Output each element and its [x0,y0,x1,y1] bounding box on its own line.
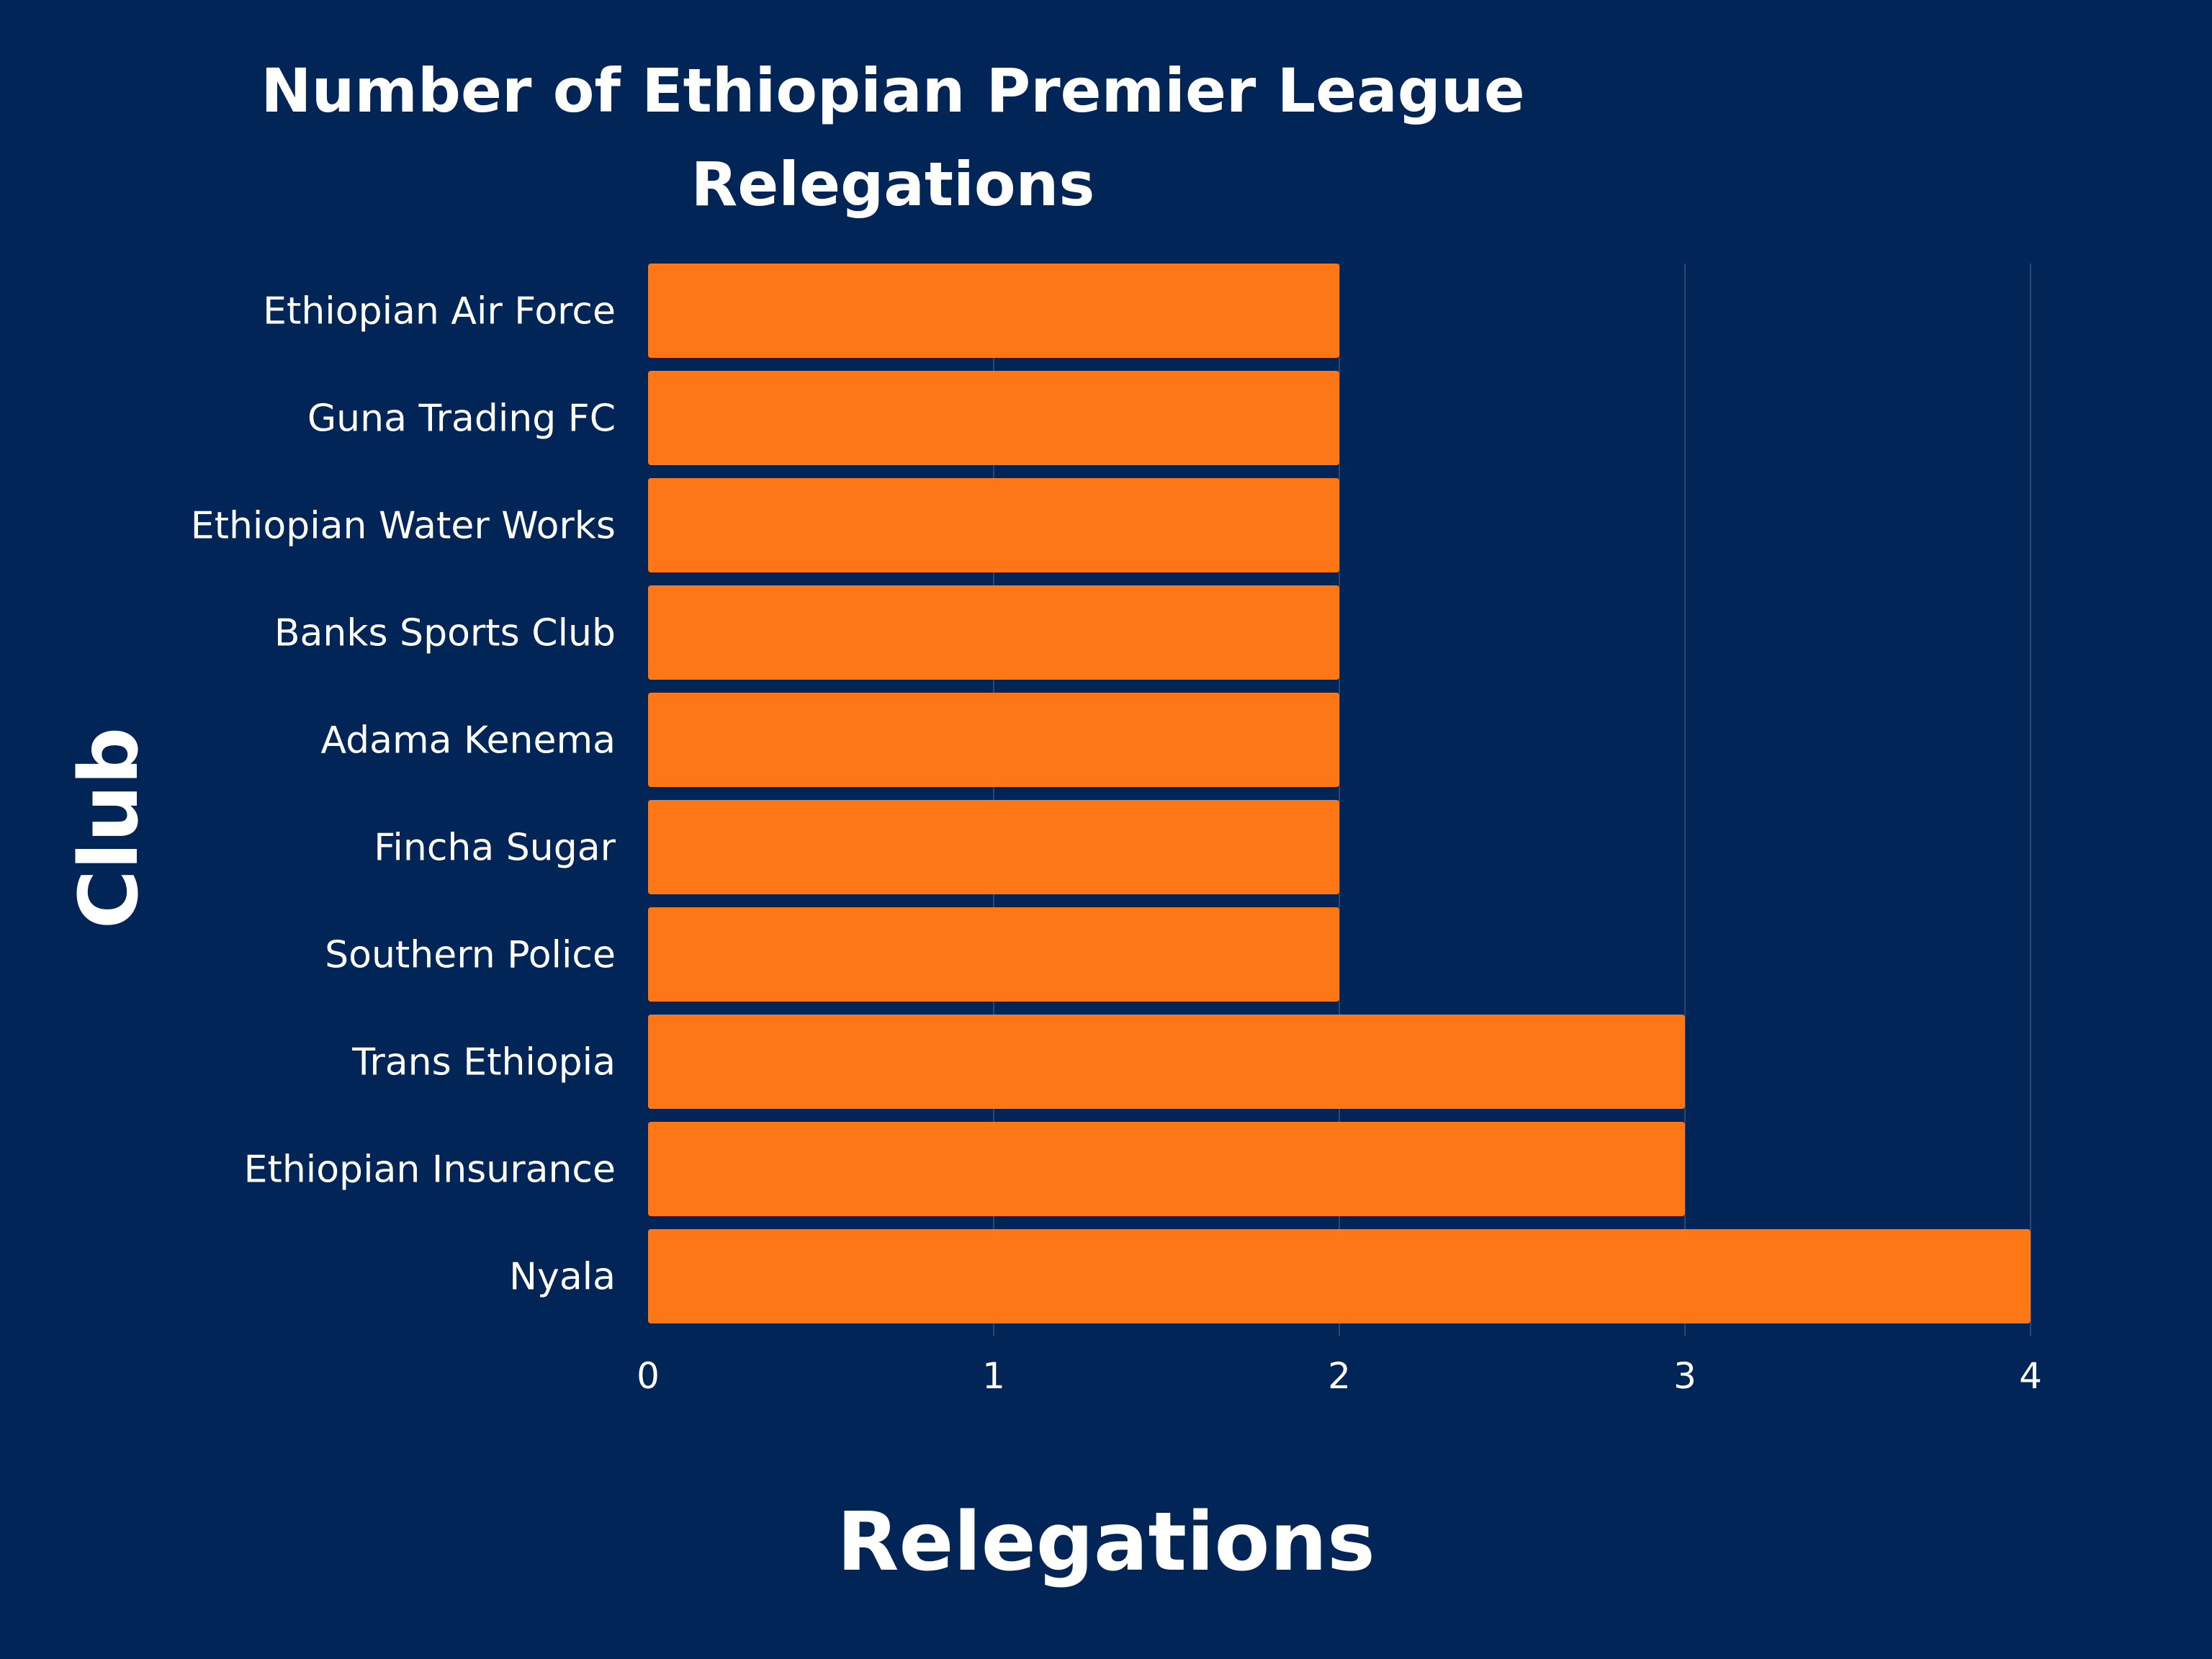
category-label: Ethiopian Air Force [263,290,616,333]
category-label: Ethiopian Insurance [244,1148,616,1192]
x-tick-label: 3 [1673,1355,1696,1397]
x-tick-label: 1 [982,1355,1005,1397]
category-label: Fincha Sugar [374,827,616,870]
x-tick-label: 4 [2019,1355,2042,1397]
category-label: Nyala [509,1256,616,1299]
bar [648,585,1339,680]
bar [648,1015,1685,1109]
x-tick-label: 2 [1328,1355,1351,1397]
chart-title-line-1: Number of Ethiopian Premier League [261,55,1524,126]
category-label: Banks Sports Club [274,612,616,655]
chart-title-line-2: Relegations [691,149,1095,220]
x-axis-title: Relegations [837,1496,1375,1589]
x-tick-label: 0 [637,1355,660,1397]
category-label: Adama Kenema [320,719,616,763]
bar [648,478,1339,572]
bar [648,371,1339,465]
bars [648,264,2031,1323]
bar [648,800,1339,894]
bar [648,907,1339,1002]
bar [648,264,1339,358]
category-label: Southern Police [325,934,616,977]
x-tick-labels: 0 1 2 3 4 [637,1355,2042,1397]
category-label: Guna Trading FC [307,397,616,441]
bar [648,1229,2031,1323]
category-label: Trans Ethiopia [351,1041,616,1084]
category-label: Ethiopian Water Works [191,505,616,548]
category-labels: Ethiopian Air Force Guna Trading FC Ethiop… [191,290,616,1299]
bar [648,693,1339,787]
y-axis-title: Club [63,727,156,930]
bar [648,1122,1685,1216]
